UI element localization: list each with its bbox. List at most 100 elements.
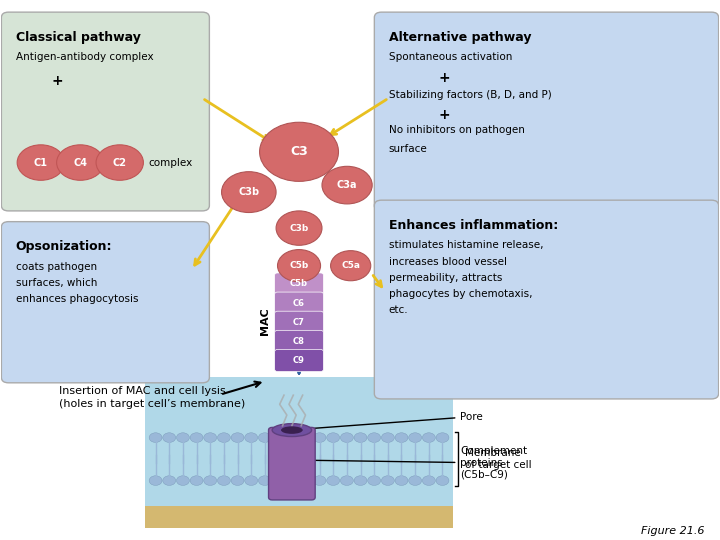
Text: C5a: C5a xyxy=(341,261,360,270)
Circle shape xyxy=(217,433,230,442)
Circle shape xyxy=(149,433,162,442)
Circle shape xyxy=(382,476,395,485)
Circle shape xyxy=(204,433,217,442)
Circle shape xyxy=(245,476,258,485)
FancyBboxPatch shape xyxy=(1,221,210,383)
Bar xyxy=(145,507,453,528)
FancyBboxPatch shape xyxy=(274,349,323,372)
Text: C5b: C5b xyxy=(290,280,308,288)
Circle shape xyxy=(272,433,285,442)
Circle shape xyxy=(322,166,372,204)
Bar xyxy=(145,377,453,528)
Circle shape xyxy=(272,476,285,485)
Circle shape xyxy=(217,476,230,485)
Circle shape xyxy=(176,476,189,485)
Text: coats pathogen: coats pathogen xyxy=(16,262,97,272)
Text: Antigen-antibody complex: Antigen-antibody complex xyxy=(16,52,153,63)
Circle shape xyxy=(354,476,367,485)
Circle shape xyxy=(276,211,322,245)
Text: phagocytes by chemotaxis,: phagocytes by chemotaxis, xyxy=(389,289,532,299)
Circle shape xyxy=(313,433,326,442)
Circle shape xyxy=(327,433,340,442)
Circle shape xyxy=(149,476,162,485)
Circle shape xyxy=(57,145,104,180)
Text: C3b: C3b xyxy=(289,224,309,233)
Text: Pore: Pore xyxy=(315,411,483,428)
Text: C6: C6 xyxy=(293,299,305,308)
Circle shape xyxy=(231,476,244,485)
Circle shape xyxy=(436,476,449,485)
Circle shape xyxy=(260,122,338,181)
Circle shape xyxy=(409,476,422,485)
Text: C9: C9 xyxy=(293,356,305,365)
Circle shape xyxy=(190,476,203,485)
FancyBboxPatch shape xyxy=(274,292,323,314)
Text: Alternative pathway: Alternative pathway xyxy=(389,31,531,44)
Circle shape xyxy=(286,476,299,485)
Circle shape xyxy=(277,249,320,282)
Text: C3b: C3b xyxy=(238,187,259,197)
Circle shape xyxy=(354,433,367,442)
Text: surfaces, which: surfaces, which xyxy=(16,278,97,288)
Circle shape xyxy=(395,433,408,442)
Text: Enhances inflammation:: Enhances inflammation: xyxy=(389,219,558,232)
Text: No inhibitors on pathogen: No inhibitors on pathogen xyxy=(389,125,525,135)
Text: increases blood vessel: increases blood vessel xyxy=(389,256,507,267)
Text: C1: C1 xyxy=(34,158,48,167)
FancyBboxPatch shape xyxy=(269,427,315,500)
Circle shape xyxy=(190,433,203,442)
Circle shape xyxy=(163,476,176,485)
Text: C3: C3 xyxy=(290,145,308,158)
Circle shape xyxy=(330,251,371,281)
Circle shape xyxy=(409,433,422,442)
Text: complex: complex xyxy=(148,158,193,167)
Circle shape xyxy=(222,172,276,213)
Circle shape xyxy=(17,145,65,180)
Circle shape xyxy=(327,476,340,485)
Text: C7: C7 xyxy=(293,318,305,327)
FancyBboxPatch shape xyxy=(374,12,719,211)
Circle shape xyxy=(258,476,271,485)
Circle shape xyxy=(300,433,312,442)
Circle shape xyxy=(245,433,258,442)
Circle shape xyxy=(395,476,408,485)
Text: C4: C4 xyxy=(73,158,87,167)
FancyBboxPatch shape xyxy=(374,200,719,399)
Circle shape xyxy=(341,476,354,485)
Circle shape xyxy=(423,476,436,485)
Ellipse shape xyxy=(281,427,302,434)
Circle shape xyxy=(368,476,381,485)
Text: Spontaneous activation: Spontaneous activation xyxy=(389,52,512,63)
Text: Classical pathway: Classical pathway xyxy=(16,31,140,44)
Text: Figure 21.6: Figure 21.6 xyxy=(641,526,704,536)
Text: +: + xyxy=(439,71,451,85)
Text: enhances phagocytosis: enhances phagocytosis xyxy=(16,294,138,304)
Text: C3a: C3a xyxy=(337,180,357,190)
Text: C5b: C5b xyxy=(289,261,309,270)
Text: +: + xyxy=(52,74,63,88)
Circle shape xyxy=(163,433,176,442)
Circle shape xyxy=(258,433,271,442)
Circle shape xyxy=(436,433,449,442)
Circle shape xyxy=(204,476,217,485)
Circle shape xyxy=(313,476,326,485)
Circle shape xyxy=(423,433,436,442)
FancyBboxPatch shape xyxy=(274,330,323,353)
Ellipse shape xyxy=(272,424,312,436)
Text: Membrane
of target cell: Membrane of target cell xyxy=(465,448,532,470)
FancyBboxPatch shape xyxy=(274,311,323,333)
Text: Complement
proteins
(C5b–C9): Complement proteins (C5b–C9) xyxy=(315,447,528,480)
Circle shape xyxy=(341,433,354,442)
Text: etc.: etc. xyxy=(389,305,408,315)
Text: MAC: MAC xyxy=(260,308,269,335)
FancyBboxPatch shape xyxy=(1,12,210,211)
Text: permeability, attracts: permeability, attracts xyxy=(389,273,502,282)
Circle shape xyxy=(231,433,244,442)
Text: surface: surface xyxy=(389,144,428,154)
Text: stimulates histamine release,: stimulates histamine release, xyxy=(389,240,543,251)
Text: C2: C2 xyxy=(113,158,127,167)
Text: +: + xyxy=(439,108,451,122)
Circle shape xyxy=(300,476,312,485)
Circle shape xyxy=(96,145,143,180)
Text: Opsonization:: Opsonization: xyxy=(16,240,112,253)
